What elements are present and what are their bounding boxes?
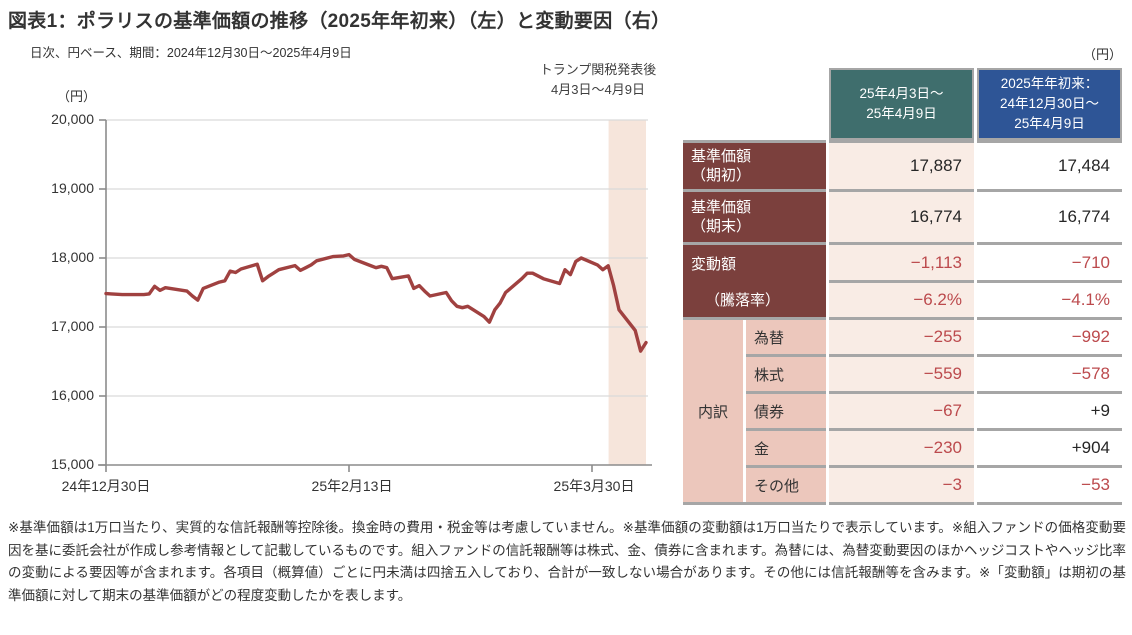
table-cell: −559 [829,357,974,391]
table-cell: −1,113 [829,245,974,280]
table-row-label-fx: 為替 [746,320,826,354]
change-rate-label: （騰落率） [705,291,781,309]
table-cell: −53 [977,468,1122,502]
figure-title: 図表1：ポラリスの基準価額の推移（2025年年初来）（左）と変動要因（右） [8,11,671,32]
divider [829,140,974,143]
table-cell: −6.2% [829,283,974,317]
x-tick-label: 25年3月30日 [553,478,635,494]
table-cell: −3 [829,468,974,502]
table-row-label-nav-end: 基準価額 （期末） [683,192,826,242]
divider [746,465,826,468]
x-tick-label: 25年2月13日 [311,478,393,494]
tariff-annotation-line1: トランプ関税発表後 [539,62,657,77]
divider [829,242,974,245]
breakdown-group-label: 内訳 [683,320,743,502]
table-cell: −255 [829,320,974,354]
table-cell: −4.1% [977,283,1122,317]
divider [683,140,826,143]
divider [829,428,974,431]
divider [683,242,826,245]
table-cell: 17,887 [829,143,974,189]
table-cell: −578 [977,357,1122,391]
divider [977,280,1122,283]
highlight-band [608,120,646,465]
change-amount-label: 変動額 [691,255,737,273]
divider [977,354,1122,357]
x-tick-label: 24年12月30日 [61,478,151,494]
table-col-header-period: 25年4月3日～ 25年4月9日 [829,68,974,140]
table-row-label-change: 変動額 （騰落率） [683,245,826,317]
footnote: ※基準価額は1万口当たり、実質的な信託報酬等控除後。換金時の費用・税金等は考慮し… [8,520,1126,603]
table-cell: +9 [977,394,1122,428]
table-cell: 16,774 [829,192,974,242]
y-tick-label: 20,000 [51,111,94,127]
divider [683,502,826,505]
y-tick-label: 16,000 [51,387,94,403]
factor-table: 25年4月3日～ 25年4月9日 2025年年初来： 24年12月30日～ 25… [683,68,1122,505]
tariff-annotation: トランプ関税発表後 4月3日～4月9日 [488,60,708,99]
table-row-label-other: その他 [746,468,826,502]
table-row-label-gold: 金 [746,431,826,465]
divider [829,391,974,394]
table-cell: −710 [977,245,1122,280]
divider [977,428,1122,431]
table-row-label-bond: 債券 [746,394,826,428]
y-axis-unit-label: （円） [56,89,96,104]
y-tick-label: 17,000 [51,318,94,334]
divider [829,502,974,505]
table-col-header-ytd: 2025年年初来： 24年12月30日～ 25年4月9日 [977,68,1122,140]
divider [746,354,826,357]
divider [977,502,1122,505]
divider [977,242,1122,245]
divider [829,354,974,357]
divider [746,391,826,394]
y-tick-label: 18,000 [51,249,94,265]
divider [829,317,974,320]
table-cell: +904 [977,431,1122,465]
table-cell: −992 [977,320,1122,354]
divider [977,465,1122,468]
divider [977,391,1122,394]
divider [746,428,826,431]
divider [683,317,826,320]
divider [977,140,1122,143]
figure-subtitle: 日次、円ベース、期間：2024年12月30日～2025年4月9日 [30,46,352,60]
table-cell: 16,774 [977,192,1122,242]
divider [829,189,974,192]
divider [829,280,974,283]
table-unit-label: （円） [1082,47,1122,62]
y-tick-label: 19,000 [51,180,94,196]
table-cell: 17,484 [977,143,1122,189]
table-row-label-nav-start: 基準価額 （期初） [683,143,826,189]
tariff-annotation-line2: 4月3日～4月9日 [551,81,645,97]
divider [829,465,974,468]
table-cell: −230 [829,431,974,465]
table-cell: −67 [829,394,974,428]
y-tick-label: 15,000 [51,456,94,472]
divider [977,189,1122,192]
table-row-label-equity: 株式 [746,357,826,391]
divider [683,189,826,192]
nav-line [104,252,648,353]
divider [977,317,1122,320]
